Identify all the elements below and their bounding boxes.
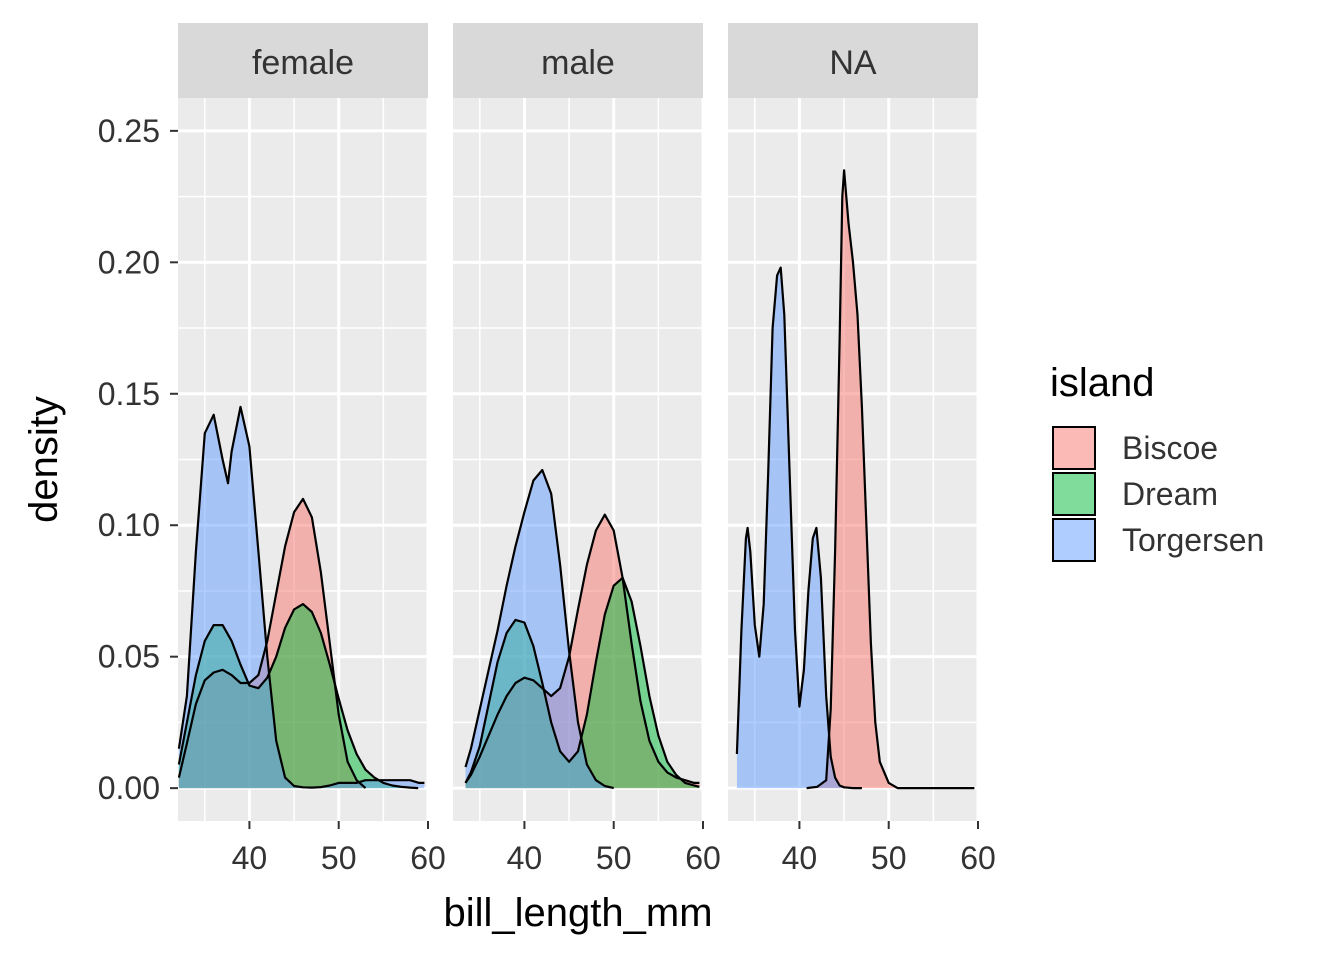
density-areas [735,169,975,790]
legend-label-biscoe: Biscoe [1122,430,1218,466]
x-tick-label: 50 [596,840,632,876]
y-tick-label: 0.20 [98,244,160,280]
legend: island Biscoe Dream Torgersen [1050,361,1264,562]
density-line-torgersen [464,468,614,790]
facet-strip-label: male [541,44,615,82]
legend-key-dream [1052,472,1096,516]
facet-panel-female: female 40 50 60 [177,23,446,876]
x-tick-label: 60 [960,840,996,876]
facet-strip [178,23,428,98]
facet-strip [453,23,703,98]
y-tick-label: 0.25 [98,113,160,149]
y-axis: 0.00 0.05 0.10 0.15 0.20 0.25 [98,113,178,806]
x-tick-label: 60 [410,840,446,876]
y-tick-label: 0.05 [98,639,160,675]
y-axis-title: density [22,396,66,523]
facet-strip-label: NA [829,44,877,82]
x-tick-label: 40 [782,840,818,876]
facet-strip-label: female [252,44,354,82]
facet-panel-na: NA 40 50 60 [728,23,996,876]
y-tick-label: 0.15 [98,376,160,412]
facet-strip [728,23,978,98]
y-tick-label: 0.10 [98,507,160,543]
density-area-biscoe [806,170,975,789]
y-tick-label: 0.00 [98,770,160,806]
legend-label-torgersen: Torgersen [1122,522,1264,558]
density-line-torgersen [735,266,862,790]
density-line-torgersen [177,405,425,789]
density-areas [177,405,425,790]
x-tick-label: 40 [232,840,268,876]
legend-key-torgersen [1052,518,1096,562]
density-line-dream [464,576,700,788]
legend-key-biscoe [1052,426,1096,470]
x-tick-label: 50 [871,840,907,876]
x-axis-title: bill_length_mm [443,891,712,935]
legend-title: island [1050,361,1155,405]
density-area-torgersen [736,267,862,789]
legend-label-dream: Dream [1122,476,1218,512]
density-area-torgersen [465,470,614,789]
density-line-biscoe [806,169,975,790]
x-tick-label: 60 [685,840,721,876]
x-tick-label: 50 [321,840,357,876]
density-line-biscoe [464,513,700,784]
facet-panel-male: male 40 50 60 [453,23,721,876]
density-areas [464,468,700,790]
density-area-torgersen [178,406,425,789]
x-tick-label: 40 [507,840,543,876]
